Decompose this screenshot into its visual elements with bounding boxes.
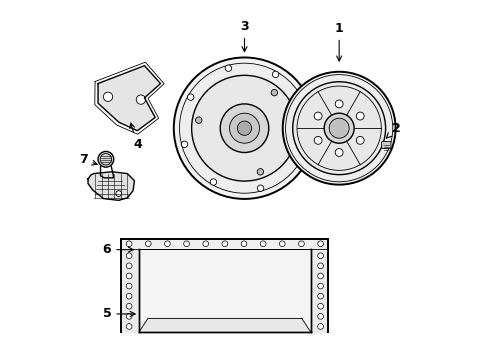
Circle shape [317,283,323,289]
Text: 4: 4 [129,123,142,151]
Polygon shape [121,249,139,332]
Circle shape [317,241,323,247]
Circle shape [295,156,301,162]
Circle shape [317,263,323,269]
Circle shape [257,168,263,175]
Circle shape [222,241,227,247]
Circle shape [279,241,285,247]
Circle shape [203,241,208,247]
Polygon shape [139,318,310,332]
Text: 5: 5 [102,307,135,320]
Circle shape [282,72,395,185]
Circle shape [126,283,132,289]
Circle shape [187,94,193,100]
Circle shape [173,58,315,199]
Circle shape [103,92,112,102]
Circle shape [285,75,392,182]
Circle shape [292,82,385,175]
Circle shape [317,253,323,258]
Circle shape [356,112,364,120]
Circle shape [317,293,323,299]
Circle shape [317,303,323,309]
Circle shape [126,241,132,247]
Circle shape [298,241,304,247]
Circle shape [324,113,353,143]
Circle shape [191,75,297,181]
Polygon shape [310,249,328,332]
Circle shape [260,241,265,247]
Circle shape [116,191,122,197]
Circle shape [220,104,268,153]
Circle shape [301,109,307,115]
Circle shape [317,314,323,319]
Text: 2: 2 [386,122,400,138]
Polygon shape [88,172,134,201]
Circle shape [317,324,323,329]
Polygon shape [139,249,310,332]
Circle shape [136,95,145,104]
Circle shape [126,314,132,319]
Circle shape [335,149,343,157]
Circle shape [98,152,114,167]
Text: 3: 3 [240,20,248,52]
Circle shape [225,65,231,71]
Circle shape [126,324,132,329]
Circle shape [272,71,278,78]
Circle shape [296,86,381,170]
Polygon shape [121,239,328,249]
Circle shape [195,117,202,123]
Circle shape [356,136,364,144]
Text: 1: 1 [334,22,343,61]
Circle shape [181,141,187,148]
Circle shape [145,241,151,247]
Circle shape [164,241,170,247]
Circle shape [314,136,322,144]
Circle shape [210,179,216,185]
Circle shape [317,273,323,279]
FancyBboxPatch shape [381,141,390,149]
Circle shape [237,121,251,135]
Circle shape [257,185,263,192]
Circle shape [270,89,277,96]
Circle shape [328,118,348,138]
Text: 7: 7 [79,153,97,166]
Circle shape [126,273,132,279]
Circle shape [241,241,246,247]
Circle shape [126,303,132,309]
Circle shape [229,113,259,143]
Circle shape [183,241,189,247]
Circle shape [126,293,132,299]
Circle shape [126,253,132,258]
Circle shape [314,112,322,120]
Circle shape [179,63,309,193]
Circle shape [126,263,132,269]
Circle shape [335,100,343,108]
Polygon shape [98,66,160,131]
Text: 6: 6 [102,243,133,256]
